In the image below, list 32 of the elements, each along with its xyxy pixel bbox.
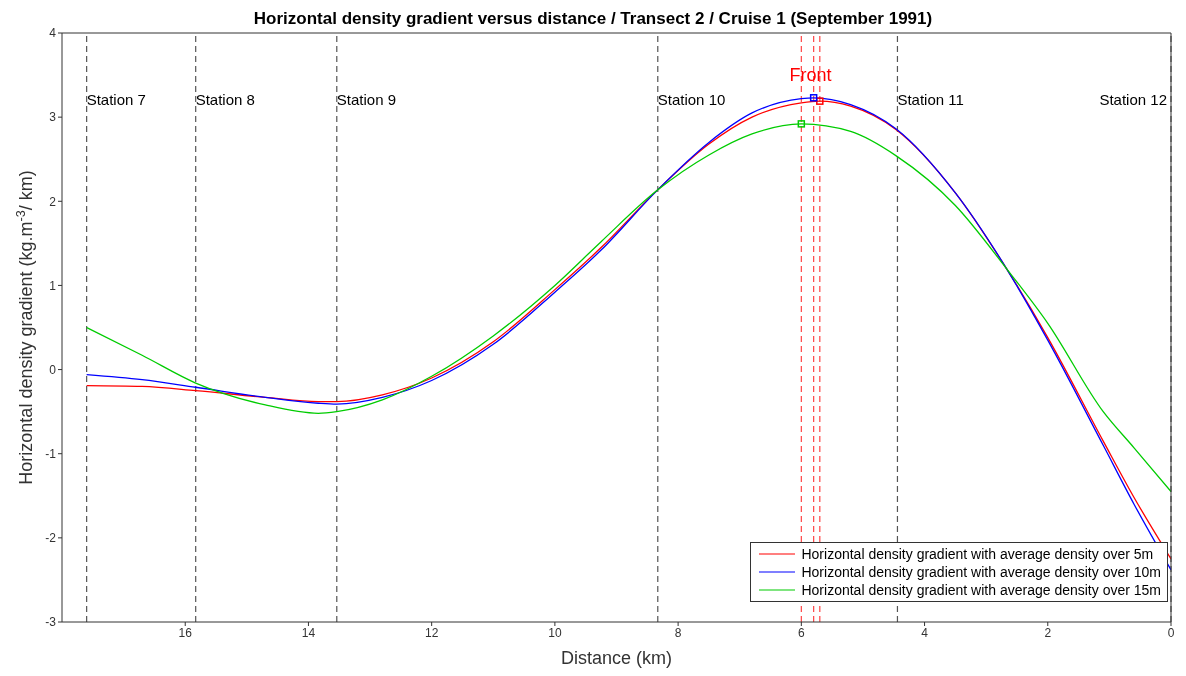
- y-tick-label: -2: [45, 531, 57, 546]
- ref-line-label: Station 11: [897, 91, 964, 108]
- point: [816, 97, 824, 105]
- ref-line-label: Station 9: [336, 91, 396, 108]
- x-tick-label: 12: [424, 625, 439, 640]
- y-tick-label: -1: [45, 446, 57, 461]
- x-tick-label: 10: [548, 625, 562, 640]
- x-tick-label: 16: [178, 625, 193, 640]
- legend-label: Horizontal density gradient with average density over 10m: [801, 563, 1161, 581]
- y-tick-label: -3: [45, 615, 57, 630]
- y-tick-label: 3: [49, 110, 57, 125]
- x-axis-title: Distance (km): [560, 648, 673, 668]
- chart-title: Horizontal density gradient versus distance / Transect 2 / Cruise 1 (September 1991): [253, 9, 933, 28]
- x-tick-label: 6: [797, 625, 805, 640]
- annotation: Front: [789, 65, 832, 86]
- y-tick-label: 0: [49, 362, 57, 377]
- point: [809, 94, 818, 102]
- x-tick-label: 8: [674, 625, 682, 640]
- point: [797, 120, 806, 128]
- ref-line-label: Station 7: [86, 91, 146, 108]
- x-tick-label: 2: [1044, 625, 1052, 640]
- ref-line-label: Station 12: [1099, 91, 1167, 108]
- legend-label: Horizontal density gradient with average density over 15m: [801, 581, 1161, 599]
- y-tick-label: 2: [49, 194, 57, 209]
- ref-line-label: Station 8: [195, 91, 255, 108]
- x-tick-label: 4: [921, 625, 929, 640]
- x-tick-label: 14: [301, 625, 316, 640]
- x-tick-label: 0: [1167, 625, 1175, 640]
- ref-line-label: Station 10: [657, 91, 726, 108]
- legend-label: Horizontal density gradient with average density over 5m: [801, 545, 1154, 563]
- y-tick-label: 4: [49, 26, 57, 41]
- y-tick-label: 1: [49, 278, 57, 293]
